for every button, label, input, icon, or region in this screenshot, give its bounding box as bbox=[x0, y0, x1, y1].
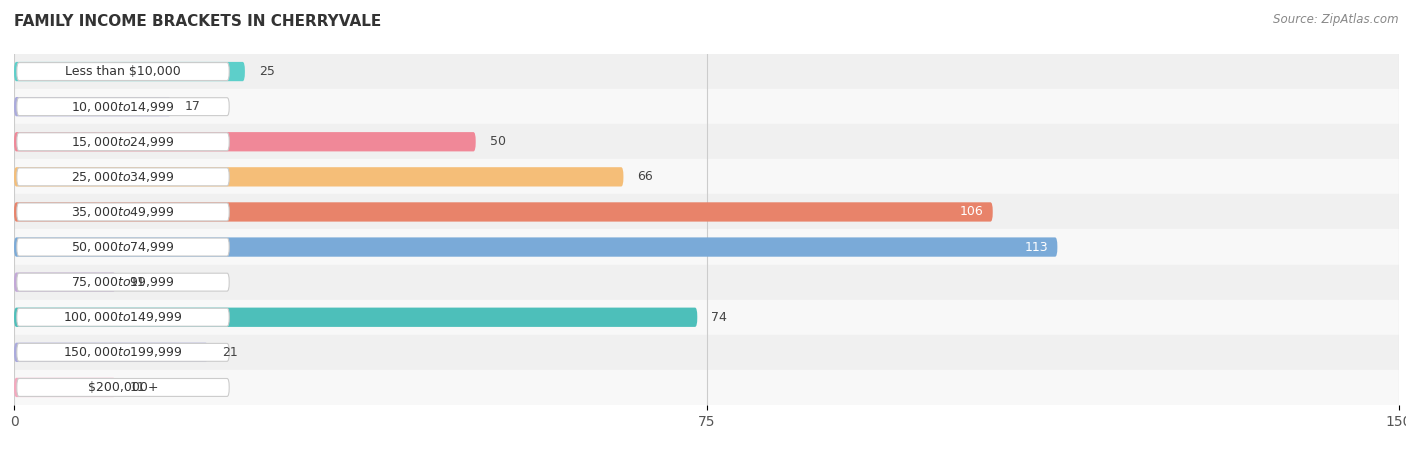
FancyBboxPatch shape bbox=[17, 63, 229, 81]
Text: 66: 66 bbox=[637, 171, 652, 183]
FancyBboxPatch shape bbox=[17, 133, 229, 151]
Text: 106: 106 bbox=[960, 206, 984, 218]
Text: Source: ZipAtlas.com: Source: ZipAtlas.com bbox=[1274, 14, 1399, 27]
Text: $150,000 to $199,999: $150,000 to $199,999 bbox=[63, 345, 183, 360]
FancyBboxPatch shape bbox=[14, 132, 475, 151]
Text: 113: 113 bbox=[1025, 241, 1047, 253]
FancyBboxPatch shape bbox=[17, 168, 229, 186]
FancyBboxPatch shape bbox=[14, 343, 208, 362]
Text: FAMILY INCOME BRACKETS IN CHERRYVALE: FAMILY INCOME BRACKETS IN CHERRYVALE bbox=[14, 14, 381, 28]
Bar bbox=[14, 370, 1399, 405]
Text: 74: 74 bbox=[711, 311, 727, 324]
Text: $25,000 to $34,999: $25,000 to $34,999 bbox=[72, 170, 174, 184]
Text: 17: 17 bbox=[184, 100, 201, 113]
Text: 25: 25 bbox=[259, 65, 274, 78]
Text: $75,000 to $99,999: $75,000 to $99,999 bbox=[72, 275, 174, 289]
Text: $10,000 to $14,999: $10,000 to $14,999 bbox=[72, 99, 174, 114]
FancyBboxPatch shape bbox=[14, 238, 1057, 256]
Text: 21: 21 bbox=[222, 346, 238, 359]
FancyBboxPatch shape bbox=[17, 308, 229, 326]
Bar bbox=[14, 54, 1399, 89]
FancyBboxPatch shape bbox=[14, 378, 115, 397]
Text: $35,000 to $49,999: $35,000 to $49,999 bbox=[72, 205, 174, 219]
FancyBboxPatch shape bbox=[14, 62, 245, 81]
Bar bbox=[14, 194, 1399, 230]
FancyBboxPatch shape bbox=[17, 378, 229, 396]
Text: $200,000+: $200,000+ bbox=[87, 381, 159, 394]
FancyBboxPatch shape bbox=[14, 308, 697, 327]
FancyBboxPatch shape bbox=[14, 273, 115, 292]
Bar bbox=[14, 159, 1399, 194]
Text: 50: 50 bbox=[489, 135, 506, 148]
Bar bbox=[14, 89, 1399, 124]
Text: $15,000 to $24,999: $15,000 to $24,999 bbox=[72, 135, 174, 149]
FancyBboxPatch shape bbox=[17, 203, 229, 221]
FancyBboxPatch shape bbox=[14, 97, 172, 116]
FancyBboxPatch shape bbox=[14, 202, 993, 221]
Bar bbox=[14, 230, 1399, 265]
Text: 11: 11 bbox=[129, 276, 145, 288]
Bar bbox=[14, 124, 1399, 159]
Text: $100,000 to $149,999: $100,000 to $149,999 bbox=[63, 310, 183, 324]
Bar bbox=[14, 300, 1399, 335]
FancyBboxPatch shape bbox=[17, 343, 229, 361]
Text: Less than $10,000: Less than $10,000 bbox=[65, 65, 181, 78]
FancyBboxPatch shape bbox=[17, 273, 229, 291]
Bar bbox=[14, 265, 1399, 300]
Bar bbox=[14, 335, 1399, 370]
FancyBboxPatch shape bbox=[17, 238, 229, 256]
Text: 11: 11 bbox=[129, 381, 145, 394]
FancyBboxPatch shape bbox=[14, 167, 623, 186]
Text: $50,000 to $74,999: $50,000 to $74,999 bbox=[72, 240, 174, 254]
FancyBboxPatch shape bbox=[17, 98, 229, 116]
